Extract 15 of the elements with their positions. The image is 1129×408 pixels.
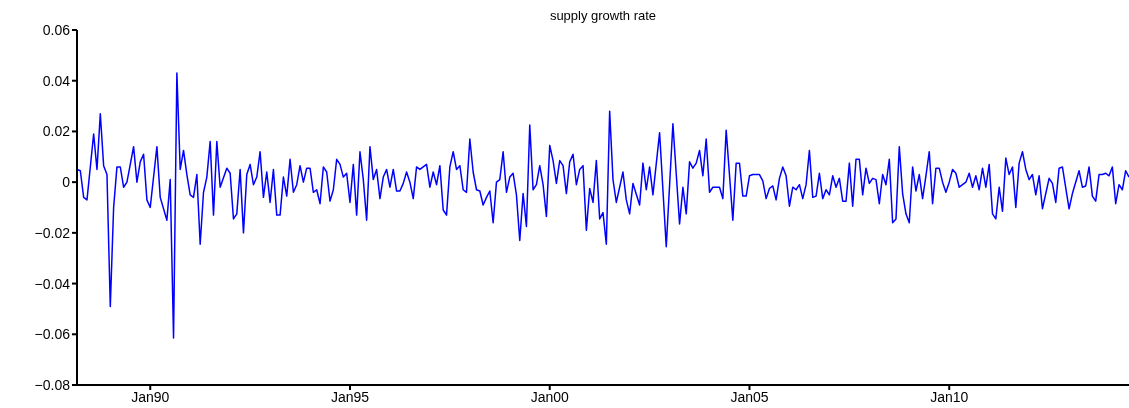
y-tick-label: 0 [62, 174, 71, 191]
x-tick-label: Jan10 [930, 388, 969, 405]
chart-title: supply growth rate [548, 8, 658, 23]
y-tick-label: 0.04 [42, 72, 71, 89]
line-series [77, 72, 1129, 339]
y-tick-label: −0.02 [34, 224, 71, 241]
x-tick-label: Jan95 [330, 388, 370, 405]
y-tick-label: −0.04 [34, 275, 71, 292]
y-tick-label: −0.06 [34, 326, 71, 343]
y-tick-label: 0.06 [42, 21, 71, 38]
y-tick-label: −0.08 [34, 376, 71, 393]
x-tick-label: Jan90 [131, 388, 170, 405]
x-tick-label: Jan05 [730, 388, 769, 405]
x-tick-label: Jan00 [530, 388, 570, 405]
y-tick-label: 0.02 [42, 123, 71, 140]
